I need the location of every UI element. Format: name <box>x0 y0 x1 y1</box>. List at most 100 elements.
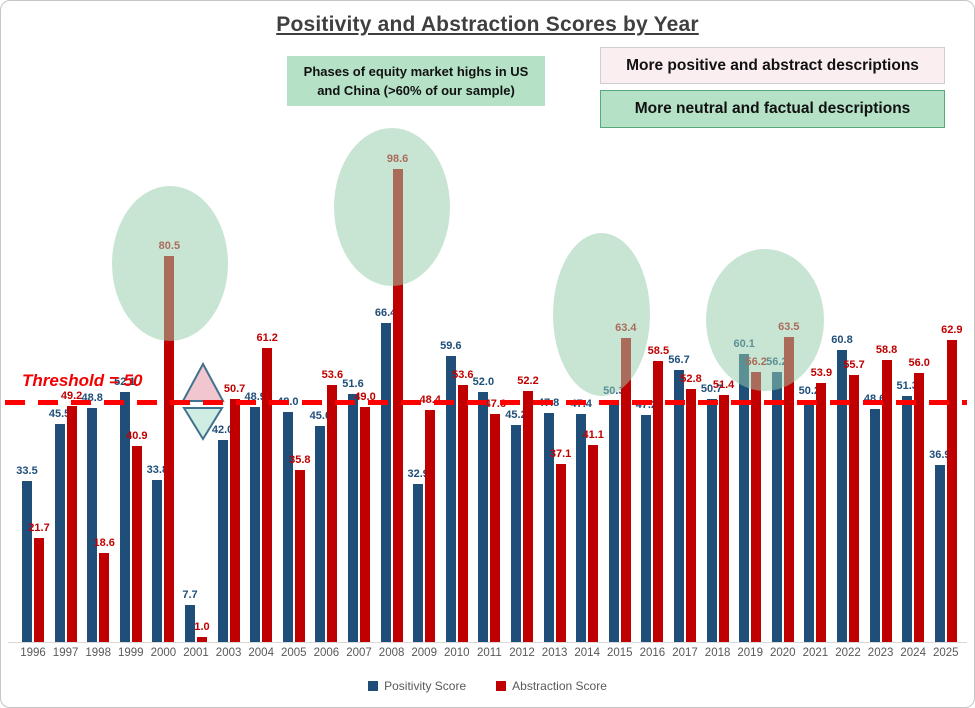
bar-label-abstraction-2003: 50.7 <box>223 382 246 395</box>
bar-label-abstraction-2007: 49.0 <box>354 390 376 403</box>
bar-label-abstraction-2013: 37.1 <box>549 447 572 460</box>
bar-label-positivity-2022: 60.8 <box>831 334 853 347</box>
bar-abstraction-2016 <box>653 361 664 642</box>
bar-label-abstraction-1999: 40.9 <box>126 429 148 442</box>
bar-abstraction-2005 <box>294 470 305 642</box>
bar-label-positivity-1996: 33.5 <box>16 465 38 478</box>
bar-abstraction-2000 <box>164 255 175 642</box>
bar-label-abstraction-2017: 52.8 <box>680 372 702 385</box>
legend-positivity-label: Positivity Score <box>384 679 467 693</box>
x-axis-label-2010: 2010 <box>444 647 470 659</box>
bar-abstraction-2019 <box>751 372 762 642</box>
x-axis-label-2017: 2017 <box>672 647 698 659</box>
bar-label-positivity-2021: 50.2 <box>798 385 821 398</box>
x-axis-label-2023: 2023 <box>867 647 894 659</box>
bar-positivity-1996 <box>22 481 32 642</box>
x-axis-label-2018: 2018 <box>704 647 731 659</box>
x-axis-line <box>8 642 967 643</box>
bar-positivity-2012 <box>511 425 521 642</box>
bar-label-abstraction-2024: 56.0 <box>908 357 930 370</box>
bar-abstraction-2025 <box>946 340 957 642</box>
bar-abstraction-2012 <box>523 391 533 642</box>
threshold-direction-markers <box>179 358 227 449</box>
bar-abstraction-2017 <box>686 388 696 642</box>
bar-positivity-2017 <box>674 369 684 642</box>
bar-positivity-2005 <box>282 411 293 642</box>
x-axis-label-2014: 2014 <box>574 647 600 659</box>
bar-abstraction-2003 <box>229 398 240 642</box>
bar-positivity-2013 <box>543 412 554 642</box>
bar-positivity-2004 <box>250 407 261 642</box>
bar-label-positivity-2018: 50.7 <box>700 382 723 395</box>
bar-positivity-2020 <box>771 372 782 642</box>
bar-positivity-2025 <box>934 464 945 642</box>
bar-positivity-2014 <box>576 414 587 642</box>
bar-label-positivity-2001: 7.7 <box>182 589 198 602</box>
bar-positivity-2015 <box>608 400 619 642</box>
x-axis-label-2012: 2012 <box>509 647 535 659</box>
abstraction-swatch-icon <box>496 681 507 691</box>
bar-label-positivity-2009: 32.9 <box>407 468 429 481</box>
legend-abstraction-label: Abstraction Score <box>512 679 607 693</box>
x-axis-label-2009: 2009 <box>411 647 437 659</box>
bar-abstraction-2013 <box>555 463 566 642</box>
bar-abstraction-1999 <box>131 445 142 642</box>
up-triangle-icon <box>181 361 225 402</box>
x-axis-label-2000: 2000 <box>150 647 177 659</box>
equity-highs-annotation: Phases of equity market highs in US and … <box>287 56 545 106</box>
x-axis-label-1999: 1999 <box>118 647 144 659</box>
chart-title: Positivity and Abstraction Scores by Yea… <box>276 13 699 36</box>
x-axis-label-1998: 1998 <box>85 647 111 659</box>
callout-positive-abstract-label: More positive and abstract descriptions <box>626 56 919 74</box>
bar-label-positivity-2003: 42.0 <box>211 424 234 437</box>
x-axis-label-2013: 2013 <box>541 647 568 659</box>
bar-abstraction-2015 <box>620 337 631 642</box>
callout-positive-abstract: More positive and abstract descriptions <box>600 47 945 84</box>
bar-positivity-2000 <box>152 479 163 642</box>
bar-label-positivity-2000: 33.8 <box>146 463 169 476</box>
bar-positivity-2022 <box>837 350 847 642</box>
bar-abstraction-2004 <box>262 348 273 642</box>
x-axis-label-2001: 2001 <box>183 647 209 659</box>
bar-label-positivity-1997: 45.5 <box>48 407 71 420</box>
bar-label-abstraction-2014: 41.1 <box>582 428 604 441</box>
equity-highs-annotation-text: Phases of equity market highs in US and … <box>303 63 529 99</box>
x-axis-label-2025: 2025 <box>933 647 959 659</box>
bar-abstraction-2021 <box>816 383 827 642</box>
bar-positivity-2001 <box>185 605 195 642</box>
callout-neutral-factual: More neutral and factual descriptions <box>600 90 945 128</box>
bar-abstraction-2020 <box>783 337 794 642</box>
x-axis-label-2008: 2008 <box>378 647 405 659</box>
bar-label-positivity-2006: 45.0 <box>309 410 332 422</box>
bar-positivity-1998 <box>87 407 98 642</box>
down-triangle-icon <box>182 407 224 441</box>
bar-abstraction-2022 <box>849 374 859 642</box>
bar-label-abstraction-2005: 35.8 <box>289 454 311 467</box>
bar-abstraction-2024 <box>914 373 925 642</box>
bar-label-positivity-2011: 52.0 <box>472 376 495 389</box>
bar-label-positivity-2007: 51.6 <box>342 378 364 391</box>
legend-item-positivity: Positivity Score <box>368 679 466 693</box>
bar-positivity-2019 <box>739 353 750 642</box>
bar-positivity-1999 <box>119 391 130 642</box>
bar-positivity-2009 <box>413 484 424 642</box>
x-axis-label-2022: 2022 <box>835 647 861 659</box>
highlight-ellipse-2015 <box>553 233 650 396</box>
bar-positivity-2006 <box>315 426 326 642</box>
bar-label-abstraction-2025: 62.9 <box>941 324 963 337</box>
x-axis-label-2007: 2007 <box>346 647 372 659</box>
bar-abstraction-2018 <box>718 395 729 642</box>
bar-label-abstraction-2004: 61.2 <box>256 332 278 345</box>
bar-label-abstraction-2010: 53.6 <box>452 368 474 381</box>
bar-abstraction-1998 <box>99 552 110 642</box>
bar-positivity-2003 <box>217 440 228 642</box>
bar-abstraction-2009 <box>425 409 436 642</box>
bar-positivity-2018 <box>706 398 717 642</box>
bar-label-positivity-2017: 56.7 <box>668 353 690 366</box>
bar-abstraction-2008 <box>392 168 403 642</box>
bar-label-positivity-2012: 45.2 <box>505 409 527 422</box>
x-axis-label-2005: 2005 <box>281 647 307 659</box>
highlight-ellipse-2000 <box>112 186 228 341</box>
bar-abstraction-2010 <box>457 384 468 642</box>
